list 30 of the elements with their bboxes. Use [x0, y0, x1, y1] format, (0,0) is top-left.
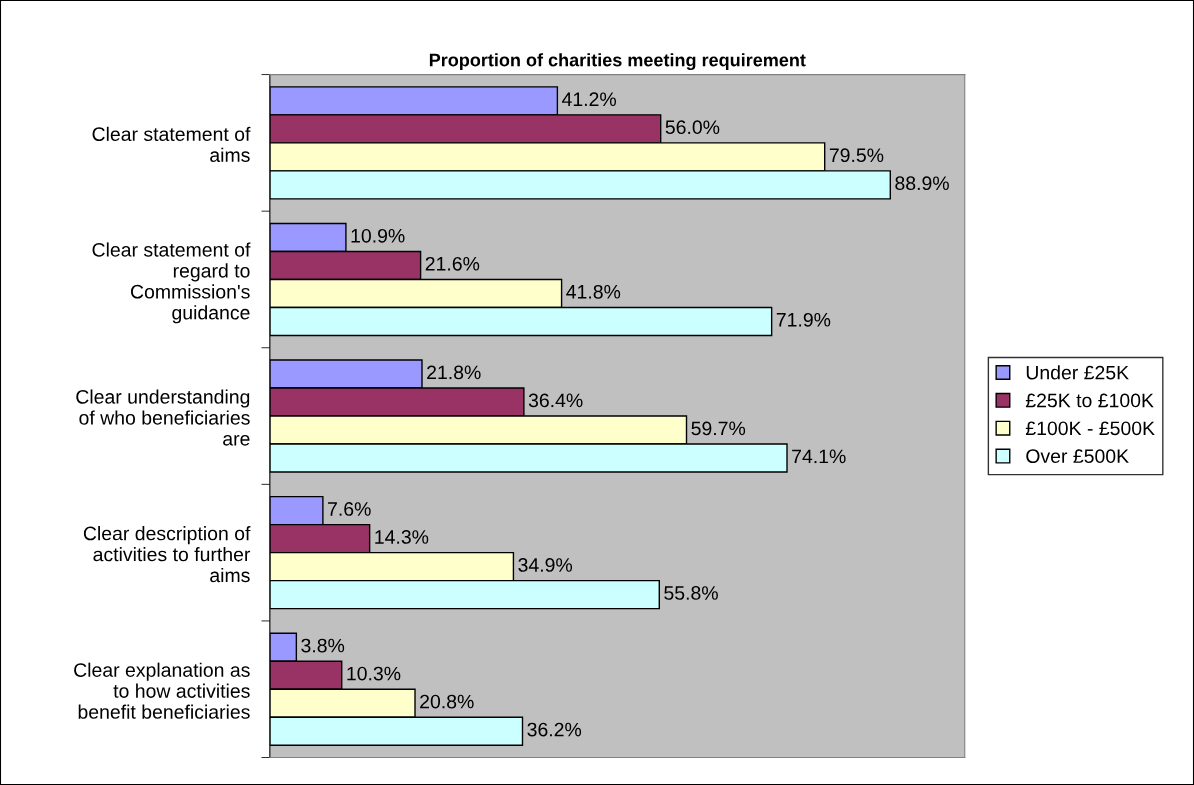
data-label: 7.6%	[328, 502, 371, 516]
y-tick-label: Clear description of activities to further aims	[83, 526, 251, 583]
data-label: 79.5%	[829, 148, 884, 163]
data-label: 88.9%	[895, 176, 949, 191]
y-tick-label: Clear statement of aims	[92, 126, 251, 162]
data-label: 74.1%	[792, 449, 846, 464]
data-label: 36.2%	[527, 722, 582, 737]
data-label: 56.0%	[665, 120, 720, 135]
legend-label: Under £25K	[1026, 365, 1129, 380]
data-label: 55.8%	[664, 586, 718, 600]
y-tick-label: Clear understanding of who beneficiaries are	[76, 389, 250, 446]
data-label: 41.8%	[566, 284, 621, 299]
y-tick-label: Clear explanation as to how activities benefit beneficiaries	[74, 662, 250, 719]
y-tick-label: Clear statement of regard to Commission's guidance	[92, 242, 251, 324]
data-label: 34.9%	[518, 558, 573, 572]
data-label: 3.8%	[301, 638, 345, 653]
data-label: 36.4%	[528, 393, 583, 408]
data-label: 10.3%	[347, 666, 401, 681]
legend-label: £25K to £100K	[1025, 393, 1154, 408]
data-label: 14.3%	[375, 530, 429, 544]
data-label: 20.8%	[420, 694, 474, 709]
data-label: 21.6%	[425, 256, 480, 271]
chart-title: Proportion of charities meeting requirement	[429, 53, 806, 71]
legend-label: £100K - £500K	[1025, 421, 1155, 436]
data-label: 71.9%	[776, 312, 831, 327]
data-label: 10.9%	[351, 228, 405, 243]
data-label: 41.2%	[562, 92, 616, 107]
data-label: 21.8%	[427, 365, 481, 380]
data-label: 59.7%	[691, 421, 746, 436]
legend-label: Over £500K	[1026, 449, 1129, 464]
